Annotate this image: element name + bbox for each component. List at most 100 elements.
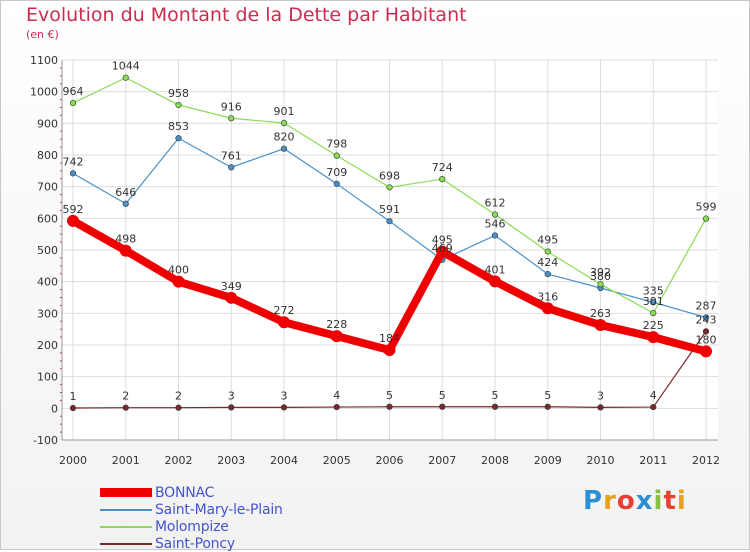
legend-label: BONNAC — [155, 484, 215, 501]
x-tick-label: 2004 — [270, 454, 298, 467]
data-point-saint-mary-le-plain — [122, 200, 129, 207]
y-tick-label: 0 — [51, 402, 58, 415]
x-tick-label: 2007 — [428, 454, 456, 467]
data-label: 612 — [485, 197, 506, 210]
data-point-molompize — [702, 215, 710, 222]
data-label: 424 — [537, 256, 558, 269]
data-point-molompize — [544, 248, 551, 255]
logo-letter: o — [616, 486, 636, 516]
data-label: 272 — [274, 304, 295, 317]
x-tick-label: 2005 — [323, 454, 351, 467]
data-point-bonnac — [489, 275, 501, 288]
x-tick-label: 2002 — [165, 454, 193, 467]
data-point-molompize — [122, 74, 129, 81]
legend-label: Saint-Mary-le-Plain — [155, 501, 283, 518]
data-point-molompize — [491, 211, 499, 218]
data-label: 709 — [326, 166, 347, 179]
x-tick-label: 2012 — [692, 454, 720, 467]
axes: -100 0 100 200 300 400 500 600 700 800 900 1000 1100… — [30, 54, 720, 467]
data-label: 2 — [175, 390, 182, 403]
data-point-saint-poncy — [69, 404, 77, 412]
data-point-saint-poncy — [597, 404, 604, 411]
data-point-saint-poncy — [228, 404, 235, 411]
data-label: 180 — [696, 333, 717, 346]
data-point-saint-poncy — [175, 404, 182, 411]
y-tick-label: -100 — [33, 434, 58, 447]
data-label: 3 — [228, 389, 235, 402]
data-point-saint-mary-le-plain — [702, 314, 710, 321]
y-tick-label: 700 — [37, 181, 58, 194]
data-label: 349 — [221, 280, 242, 293]
data-point-molompize — [439, 175, 446, 183]
data-point-saint-poncy — [333, 403, 340, 411]
y-tick-label: 100 — [37, 371, 58, 384]
data-label: 2 — [122, 390, 129, 403]
x-tick-label: 2003 — [217, 454, 245, 467]
legend-item: BONNAC — [100, 484, 283, 501]
data-label: 1 — [70, 390, 77, 403]
data-point-saint-poncy — [280, 404, 288, 411]
data-label: 184 — [379, 332, 400, 345]
data-label: 380 — [590, 270, 611, 283]
data-point-bonnac — [119, 244, 132, 257]
data-label: 335 — [643, 284, 664, 297]
x-tick-label: 2006 — [376, 454, 404, 467]
data-point-molompize — [69, 99, 77, 107]
data-point-saint-poncy — [544, 403, 551, 410]
logo-letter: i — [676, 486, 687, 516]
data-label: 3 — [281, 389, 288, 402]
legend-item: Molompize — [100, 518, 283, 535]
legend-label: Molompize — [155, 518, 229, 535]
data-label: 742 — [63, 155, 84, 168]
data-label: 853 — [168, 120, 189, 133]
data-label: 724 — [432, 161, 453, 174]
data-label: 3 — [597, 389, 604, 402]
data-point-saint-poncy — [122, 404, 129, 411]
x-tick-label: 2009 — [534, 454, 562, 467]
data-point-molompize — [228, 115, 235, 122]
data-label: 5 — [544, 389, 551, 402]
chart-unit: (en €) — [26, 28, 59, 41]
proxiti-logo: Proxiti — [583, 486, 687, 516]
data-point-saint-mary-le-plain — [650, 299, 657, 306]
data-point-bonnac — [436, 245, 449, 258]
data-label: 495 — [432, 234, 453, 247]
data-label: 400 — [168, 264, 189, 277]
legend-item: Saint-Poncy — [100, 535, 283, 552]
y-tick-label: 600 — [37, 212, 58, 225]
data-label: 958 — [168, 87, 189, 100]
data-point-bonnac — [647, 331, 660, 344]
data-label: 263 — [590, 307, 611, 320]
y-tick-label: 800 — [37, 149, 58, 162]
data-label: 5 — [492, 389, 499, 402]
data-label: 392 — [590, 266, 611, 279]
data-point-saint-poncy — [439, 403, 446, 410]
data-label: 469 — [432, 242, 453, 255]
data-point-bonnac — [541, 302, 554, 315]
data-point-bonnac — [330, 330, 343, 343]
y-tick-label: 200 — [37, 339, 58, 352]
data-label: 546 — [485, 217, 506, 230]
data-point-bonnac — [225, 291, 238, 304]
data-point-bonnac — [700, 345, 712, 358]
data-label: 698 — [379, 169, 400, 182]
y-tick-label: 400 — [37, 276, 58, 289]
legend-swatch — [100, 525, 152, 528]
data-label: 287 — [696, 299, 717, 312]
data-point-saint-mary-le-plain — [175, 135, 182, 142]
data-point-bonnac — [278, 316, 290, 329]
x-tick-label: 2008 — [481, 454, 509, 467]
data-point-molompize — [280, 119, 288, 127]
data-point-saint-mary-le-plain — [544, 270, 551, 278]
legend-swatch — [100, 488, 152, 497]
data-point-molompize — [597, 281, 604, 288]
x-tick-label: 2011 — [639, 454, 667, 467]
data-label: 646 — [115, 186, 136, 199]
data-point-saint-mary-le-plain — [280, 145, 288, 152]
data-point-molompize — [650, 309, 657, 317]
data-label: 599 — [696, 201, 717, 214]
data-labels: 5924984003492722281844954013162632251807… — [63, 60, 717, 403]
data-label: 761 — [221, 149, 242, 162]
x-tick-label: 2001 — [112, 454, 140, 467]
